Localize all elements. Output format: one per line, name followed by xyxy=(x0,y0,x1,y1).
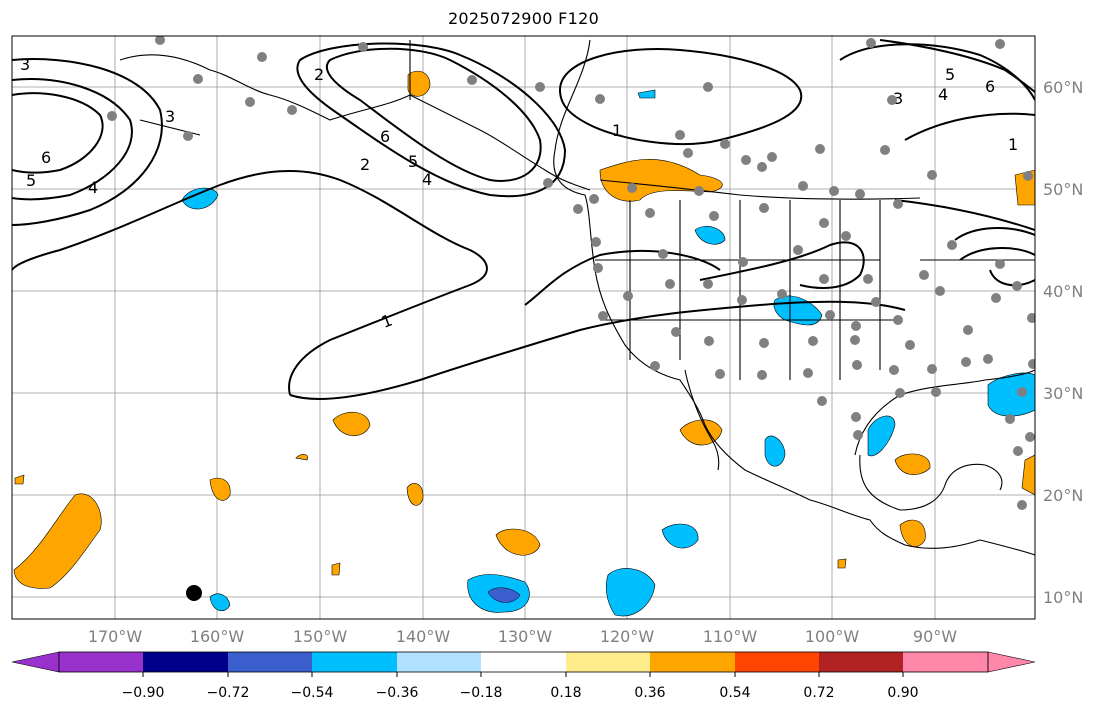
colorbar-tick-label: −0.54 xyxy=(291,685,334,701)
colorbar-frame xyxy=(58,651,989,673)
contour-label: 1 xyxy=(379,310,395,331)
colorbar-tick-label: 0.72 xyxy=(803,685,834,701)
contour-label: 6 xyxy=(380,127,390,146)
colorbar-tick-label: 0.18 xyxy=(550,685,581,701)
contour-label: 4 xyxy=(938,85,948,104)
coastlines xyxy=(119,39,1035,556)
colorbar-segment xyxy=(903,652,989,672)
contour-label: 4 xyxy=(422,170,432,189)
colorbar-tick-label: −0.36 xyxy=(376,685,419,701)
colorbar-tick-label: −0.18 xyxy=(460,685,503,701)
contour-label: 2 xyxy=(360,155,370,174)
contour-label: 3 xyxy=(165,107,175,126)
colorbar-tick-label: −0.72 xyxy=(207,685,250,701)
contour-label: 5 xyxy=(26,171,36,190)
lat-label: 10°N xyxy=(1043,588,1083,607)
lon-label: 100°W xyxy=(805,627,860,646)
colorbar-segment xyxy=(650,652,735,672)
lat-label: 40°N xyxy=(1043,282,1083,301)
longitude-labels: 170°W 160°W 150°W 140°W 130°W 120°W 110°… xyxy=(88,627,957,646)
lat-label: 60°N xyxy=(1043,78,1083,97)
lon-label: 130°W xyxy=(498,627,553,646)
colorbar-segment xyxy=(735,652,820,672)
marker-black-dot xyxy=(186,585,202,601)
contours xyxy=(12,39,1035,400)
contour-label: 1 xyxy=(1008,135,1018,154)
map-title: 2025072900 F120 xyxy=(447,9,600,28)
colorbar: −0.90 −0.72 −0.54 −0.36 −0.18 0.18 0.36 … xyxy=(11,651,1036,701)
lat-label: 50°N xyxy=(1043,180,1083,199)
colorbar-segment xyxy=(987,651,1036,673)
colorbar-segment xyxy=(566,652,651,672)
colorbar-tick-label: 0.36 xyxy=(634,685,665,701)
station-markers xyxy=(107,36,1035,510)
latitude-labels: 60°N 50°N 40°N 30°N 20°N 10°N xyxy=(1043,78,1083,607)
lon-label: 110°W xyxy=(703,627,758,646)
colorbar-tick-label: 0.54 xyxy=(719,685,750,701)
colorbar-segment xyxy=(819,652,904,672)
colorbar-segment xyxy=(481,652,566,672)
contour-label: 5 xyxy=(408,152,418,171)
colorbar-segment xyxy=(397,652,482,672)
colorbar-segment xyxy=(59,652,144,672)
contour-label: 5 xyxy=(945,65,955,84)
colorbar-segment xyxy=(312,652,397,672)
contour-label: 1 xyxy=(612,121,622,140)
contour-label: 6 xyxy=(985,77,995,96)
positive-anomaly-regions xyxy=(13,70,1035,589)
contour-label: 6 xyxy=(41,148,51,167)
map-frame xyxy=(11,35,1036,620)
lat-label: 20°N xyxy=(1043,486,1083,505)
strong-negative-core xyxy=(487,587,521,603)
lon-label: 120°W xyxy=(600,627,655,646)
contour-label: 3 xyxy=(20,55,30,74)
lon-label: 160°W xyxy=(190,627,245,646)
map-area: 1 1 1 2 2 3 3 3 4 4 4 5 5 5 6 6 6 xyxy=(12,36,1035,619)
contour-labels: 1 1 1 2 2 3 3 3 4 4 4 5 5 5 6 6 6 xyxy=(20,55,1018,332)
contour-label: 3 xyxy=(893,89,903,108)
colorbar-segment xyxy=(11,651,60,673)
lat-label: 30°N xyxy=(1043,384,1083,403)
lon-label: 170°W xyxy=(88,627,143,646)
contour-label: 4 xyxy=(88,178,98,197)
colorbar-tick-label: 0.90 xyxy=(887,685,918,701)
colorbar-tick-label: −0.90 xyxy=(122,685,165,701)
lon-label: 90°W xyxy=(913,627,957,646)
lon-label: 150°W xyxy=(293,627,348,646)
colorbar-segment xyxy=(143,652,228,672)
gridlines xyxy=(12,36,1035,619)
lon-label: 140°W xyxy=(396,627,451,646)
contour-label: 2 xyxy=(314,65,324,84)
colorbar-segment xyxy=(228,652,313,672)
